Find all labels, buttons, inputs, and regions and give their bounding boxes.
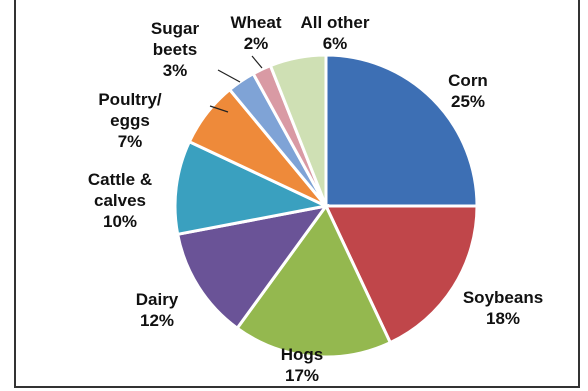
leader-line <box>251 55 263 69</box>
pie-slices <box>173 53 479 359</box>
leader-line <box>217 69 241 83</box>
slice-label-dairy: Dairy 12% <box>136 290 179 330</box>
slice-label-poultry-eggs: Poultry/eggs 7% <box>98 90 162 151</box>
chart-frame <box>14 0 580 388</box>
slice-dairy <box>175 203 330 331</box>
slice-corn <box>324 53 479 208</box>
slice-all-other <box>268 53 328 207</box>
slice-label-wheat: Wheat 2% <box>231 13 282 53</box>
leader-lines <box>209 55 263 113</box>
slice-label-soybeans: Soybeans 18% <box>463 288 543 328</box>
leader-line <box>209 105 229 113</box>
slice-label-sugar-beets: Sugar beets 3% <box>151 19 200 80</box>
slice-labels: Corn 25% Soybeans 18% Hogs 17% Dairy 12% Cattle … <box>88 13 543 385</box>
slice-label-corn: Corn 25% <box>448 71 488 111</box>
slice-hogs <box>235 203 393 359</box>
slice-label-all-other: All other 6% <box>301 13 370 53</box>
slice-cattle-calves <box>173 139 331 237</box>
slice-label-cattle-calves: Cattle & calves 10% <box>88 170 152 231</box>
slice-label-hogs: Hogs 17% <box>281 345 324 385</box>
slice-soybeans <box>323 204 479 345</box>
